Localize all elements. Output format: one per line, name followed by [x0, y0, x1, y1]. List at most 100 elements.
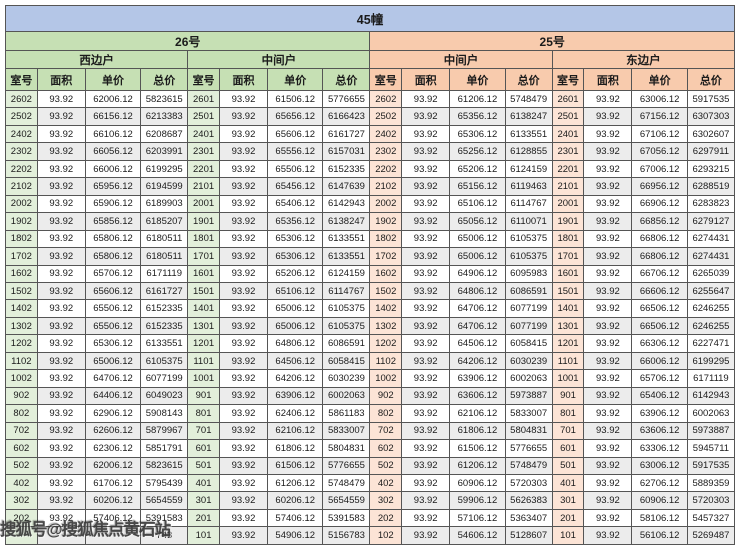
- room-cell: 202: [5, 508, 38, 528]
- col-header-total-3: 总价: [504, 68, 553, 91]
- total-cell: 6049023: [140, 386, 189, 406]
- area-cell: 93.92: [218, 159, 269, 179]
- total-cell: 6133551: [140, 334, 189, 353]
- area-cell: 93.92: [218, 404, 269, 423]
- total-cell: 6227471: [686, 334, 736, 353]
- total-cell: 5851791: [140, 439, 189, 458]
- building-header-26: 26号: [4, 31, 371, 51]
- table-row: 502 93.92 62006.12 5823615 501 93.92 61506.12 5…: [5, 456, 736, 475]
- price-cell: 66006.12: [631, 351, 688, 371]
- price-cell: 62306.12: [84, 439, 142, 458]
- area-cell: 93.92: [583, 508, 633, 528]
- room-cell: 1901: [187, 212, 220, 231]
- total-cell: 6157031: [322, 142, 371, 161]
- room-cell: 1801: [551, 229, 585, 249]
- room-cell: 1301: [187, 316, 220, 336]
- total-cell: 5804831: [322, 439, 371, 458]
- room-cell: 102: [369, 526, 403, 545]
- area-cell: 93.92: [583, 491, 633, 510]
- price-cell: 61206.12: [267, 473, 324, 493]
- col-header-room-3: 室号: [369, 68, 403, 91]
- price-cell: 62606.12: [84, 421, 142, 441]
- room-cell: 2202: [369, 159, 403, 179]
- area-cell: 93.92: [401, 439, 451, 458]
- room-cell: 1802: [369, 229, 403, 249]
- area-cell: 93.92: [218, 351, 269, 371]
- table-row: 402 93.92 61706.12 5795439 401 93.92 61206.12 5…: [5, 473, 736, 493]
- area-cell: 93.92: [36, 177, 86, 196]
- room-cell: 2201: [187, 159, 220, 179]
- price-cell: 65706.12: [84, 264, 142, 283]
- total-cell: 5363407: [504, 508, 553, 528]
- area-cell: 93.92: [36, 212, 86, 231]
- area-cell: 93.92: [36, 316, 86, 336]
- total-cell: 6142943: [322, 194, 371, 214]
- total-cell: 6105375: [504, 247, 553, 266]
- price-cell: 64706.12: [449, 316, 506, 336]
- total-cell: 6152335: [322, 159, 371, 179]
- price-cell: 65006.12: [449, 247, 506, 266]
- price-cell: 57106.12: [449, 508, 506, 528]
- area-cell: 93.92: [218, 508, 269, 528]
- price-cell: 65256.12: [449, 142, 506, 161]
- total-cell: 5833007: [322, 421, 371, 441]
- area-cell: 93.92: [583, 264, 633, 283]
- total-cell: 6283823: [686, 194, 736, 214]
- price-cell: 62906.12: [84, 404, 142, 423]
- area-cell: 93.92: [218, 124, 269, 144]
- area-cell: 93.92: [401, 316, 451, 336]
- price-cell: 65856.12: [84, 212, 142, 231]
- price-cell: 66156.12: [84, 107, 142, 126]
- unit-type-middle-25: 中间户: [369, 50, 553, 69]
- area-cell: 93.92: [36, 89, 86, 109]
- room-cell: 502: [5, 456, 38, 475]
- area-cell: 93.92: [36, 473, 86, 493]
- room-cell: 2402: [369, 124, 403, 144]
- total-cell: 6255647: [686, 281, 736, 301]
- total-cell: 5776655: [504, 439, 553, 458]
- room-cell: 802: [5, 404, 38, 423]
- area-cell: 93.92: [401, 351, 451, 371]
- price-cell: 63006.12: [631, 89, 688, 109]
- area-cell: 93.92: [36, 421, 86, 441]
- area-cell: 93.92: [401, 369, 451, 388]
- total-cell: 6171119: [686, 369, 736, 388]
- price-cell: 65306.12: [449, 124, 506, 144]
- price-cell: 65406.12: [631, 386, 688, 406]
- price-cell: 63306.12: [631, 439, 688, 458]
- room-cell: 402: [369, 473, 403, 493]
- table-row: 702 93.92 62606.12 5879967 701 93.92 62106.12 5…: [5, 421, 736, 441]
- price-cell: 54906.12: [267, 526, 324, 545]
- table-row: 1102 93.92 65006.12 6105375 1101 93.92 64506.1…: [5, 351, 736, 371]
- total-cell: 5128607: [504, 526, 553, 545]
- col-header-price-1: 单价: [84, 68, 142, 91]
- price-cell: 65156.12: [449, 177, 506, 196]
- price-cell: 63906.12: [449, 369, 506, 388]
- room-cell: 1701: [187, 247, 220, 266]
- area-cell: 93.92: [401, 508, 451, 528]
- total-cell: 6002063: [504, 369, 553, 388]
- room-cell: 2601: [187, 89, 220, 109]
- total-cell: 5748479: [504, 89, 553, 109]
- area-cell: 93.92: [36, 194, 86, 214]
- room-cell: 2502: [5, 107, 38, 126]
- room-cell: 501: [551, 456, 585, 475]
- price-cell: 60206.12: [267, 491, 324, 510]
- price-cell: 61206.12: [449, 456, 506, 475]
- price-cell: 65506.12: [84, 316, 142, 336]
- room-cell: 1102: [369, 351, 403, 371]
- room-cell: 902: [369, 386, 403, 406]
- price-cell: 64906.12: [449, 264, 506, 283]
- area-cell: 93.92: [583, 456, 633, 475]
- room-cell: 1902: [369, 212, 403, 231]
- building-header-25: 25号: [369, 31, 735, 51]
- room-cell: 1402: [369, 299, 403, 318]
- col-header-price-4: 单价: [631, 68, 688, 91]
- room-cell: 2002: [5, 194, 38, 214]
- total-cell: 6180511: [140, 229, 189, 249]
- area-cell: 93.92: [401, 386, 451, 406]
- price-cell: 65006.12: [84, 351, 142, 371]
- total-cell: 6297911: [686, 142, 736, 161]
- room-cell: 401: [551, 473, 585, 493]
- price-cell: 63006.12: [631, 456, 688, 475]
